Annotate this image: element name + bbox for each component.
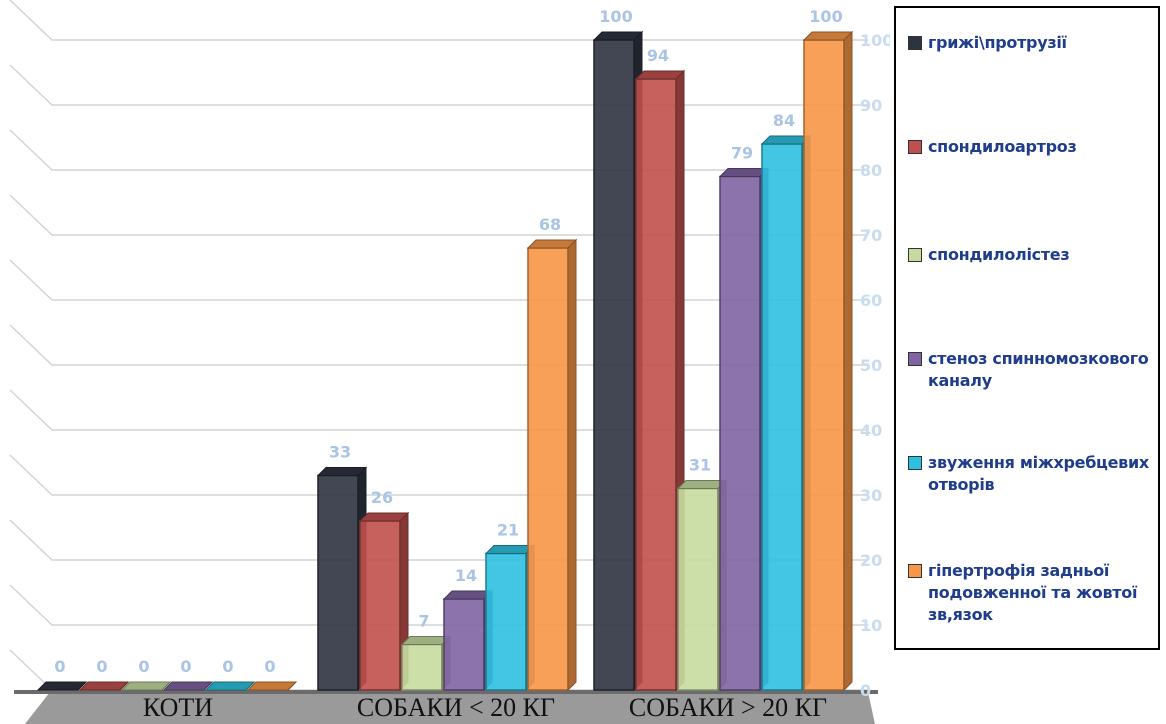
bar-front (719, 175, 761, 691)
data-label: 0 (138, 657, 149, 676)
bar (246, 681, 298, 691)
grid-line (9, 0, 868, 41)
bar-front (401, 643, 443, 691)
data-label: 0 (222, 657, 233, 676)
bar (634, 69, 686, 692)
x-axis-label: СОБАКИ < 20 КГ (357, 693, 555, 722)
bar-front (317, 474, 359, 691)
data-label: 7 (418, 612, 429, 631)
y-tick-label: 10 (860, 616, 882, 635)
bar (162, 681, 214, 691)
y-tick-label: 70 (860, 226, 882, 245)
legend-label: гіпертрофія задньої подовженної та жовто… (928, 561, 1138, 624)
legend-label: спондилолістез (928, 245, 1070, 264)
data-labels: 0 0 0 0 0 0 33 26 7 14 21 68 100 94 31 79 84 100 (54, 7, 842, 676)
bar (358, 511, 410, 692)
bar-front (635, 78, 677, 691)
bar-front (677, 487, 719, 691)
legend-item: спондилолістез (908, 244, 1152, 266)
bar-front (359, 520, 401, 691)
legend-label: грижі\протрузії (928, 33, 1067, 52)
chart-floor-edge (14, 690, 878, 694)
legend: грижі\протрузії спондилоартроз спондилоліс… (894, 6, 1160, 650)
data-label: 0 (264, 657, 275, 676)
data-label: 84 (773, 111, 795, 130)
data-label: 0 (96, 657, 107, 676)
legend-label: звуження міжхребцевих отворів (928, 453, 1149, 494)
bar (484, 544, 536, 692)
data-label: 33 (329, 443, 351, 462)
data-label: 100 (599, 7, 632, 26)
legend-swatch (908, 36, 922, 50)
bar-side (245, 681, 255, 691)
bar (400, 635, 452, 692)
legend-swatch (908, 248, 922, 262)
bars (36, 30, 854, 692)
y-tick-label: 50 (860, 356, 882, 375)
data-label: 26 (371, 488, 393, 507)
bar (592, 30, 644, 692)
bar-front (761, 143, 803, 691)
bar-side (119, 681, 129, 691)
grid-line (9, 64, 868, 106)
legend-swatch (908, 564, 922, 578)
data-label: 0 (54, 657, 65, 676)
bar (442, 589, 494, 692)
data-label: 0 (180, 657, 191, 676)
bar-side (203, 681, 213, 691)
y-tick-label: 90 (860, 96, 882, 115)
y-tick-label: 30 (860, 486, 882, 505)
legend-label: стеноз спинномозкового каналу (928, 349, 1149, 390)
bar-side (843, 30, 853, 692)
y-tick-label: 100 (860, 31, 890, 50)
y-tick-label: 80 (860, 161, 882, 180)
chart: 0 10 20 30 40 50 60 70 80 90 100 0 0 0 0 0 0 33 26 7 14 21 68… (9, 0, 890, 724)
bar-front (443, 598, 485, 691)
y-tick-label: 40 (860, 421, 882, 440)
legend-item: стеноз спинномозкового каналу (908, 348, 1152, 392)
x-axis-label: СОБАКИ > 20 КГ (629, 693, 827, 722)
data-label: 68 (539, 215, 561, 234)
legend-item: звуження міжхребцевих отворів (908, 452, 1152, 496)
bar (526, 238, 578, 692)
legend-label: спондилоартроз (928, 137, 1077, 156)
bar (120, 681, 172, 691)
x-axis-labels: КОТИ СОБАКИ < 20 КГ СОБАКИ > 20 КГ (143, 693, 827, 722)
bar-side (287, 681, 297, 691)
bar-front (593, 39, 635, 691)
bar-front (527, 247, 569, 691)
legend-swatch (908, 140, 922, 154)
legend-swatch (908, 456, 922, 470)
bar (78, 681, 130, 691)
chart-floor (24, 692, 875, 724)
bar (204, 681, 256, 691)
legend-item: спондилоартроз (908, 136, 1152, 158)
data-label: 31 (689, 456, 711, 475)
bar-side (567, 238, 577, 692)
y-tick-label: 20 (860, 551, 882, 570)
bar (36, 681, 88, 691)
bar-front (485, 552, 527, 691)
y-axis-ticks: 0 10 20 30 40 50 60 70 80 90 100 (860, 31, 890, 700)
bar-front (803, 39, 845, 691)
data-label: 100 (809, 7, 842, 26)
y-tick-label: 0 (860, 681, 871, 700)
bar (802, 30, 854, 692)
data-label: 94 (647, 46, 669, 65)
legend-item: гіпертрофія задньої подовженної та жовто… (908, 560, 1152, 626)
legend-item: грижі\протрузії (908, 32, 1152, 54)
data-label: 21 (497, 521, 519, 540)
data-label: 14 (455, 566, 477, 585)
bar (676, 479, 728, 692)
bar (760, 134, 812, 692)
bar-side (77, 681, 87, 691)
y-tick-label: 60 (860, 291, 882, 310)
bar (718, 167, 770, 692)
bar (316, 466, 368, 692)
x-axis-label: КОТИ (143, 693, 213, 722)
legend-swatch (908, 352, 922, 366)
bar-side (161, 681, 171, 691)
data-label: 79 (731, 144, 753, 163)
